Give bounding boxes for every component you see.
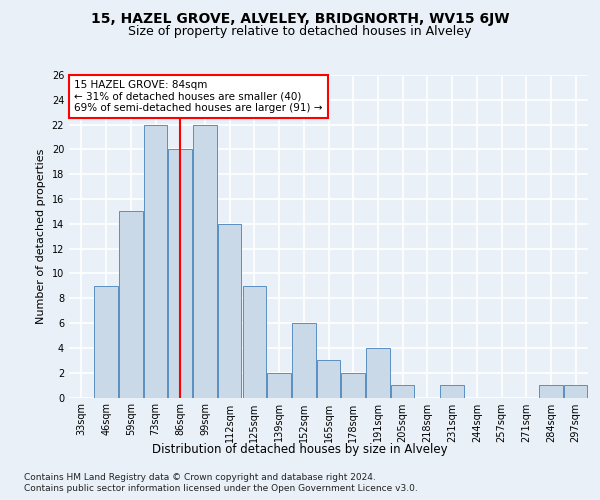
- Bar: [317, 360, 340, 398]
- Bar: [391, 385, 415, 398]
- Bar: [564, 385, 587, 398]
- Y-axis label: Number of detached properties: Number of detached properties: [36, 148, 46, 324]
- Bar: [119, 212, 143, 398]
- Text: Distribution of detached houses by size in Alveley: Distribution of detached houses by size …: [152, 442, 448, 456]
- Bar: [169, 150, 192, 398]
- Text: Contains HM Land Registry data © Crown copyright and database right 2024.: Contains HM Land Registry data © Crown c…: [24, 472, 376, 482]
- Bar: [94, 286, 118, 398]
- Bar: [539, 385, 563, 398]
- Bar: [144, 124, 167, 398]
- Bar: [193, 124, 217, 398]
- Text: 15, HAZEL GROVE, ALVELEY, BRIDGNORTH, WV15 6JW: 15, HAZEL GROVE, ALVELEY, BRIDGNORTH, WV…: [91, 12, 509, 26]
- Bar: [440, 385, 464, 398]
- Bar: [341, 372, 365, 398]
- Bar: [292, 323, 316, 398]
- Bar: [268, 372, 291, 398]
- Text: Size of property relative to detached houses in Alveley: Size of property relative to detached ho…: [128, 25, 472, 38]
- Bar: [366, 348, 389, 398]
- Text: Contains public sector information licensed under the Open Government Licence v3: Contains public sector information licen…: [24, 484, 418, 493]
- Bar: [218, 224, 241, 398]
- Bar: [242, 286, 266, 398]
- Text: 15 HAZEL GROVE: 84sqm
← 31% of detached houses are smaller (40)
69% of semi-deta: 15 HAZEL GROVE: 84sqm ← 31% of detached …: [74, 80, 323, 113]
